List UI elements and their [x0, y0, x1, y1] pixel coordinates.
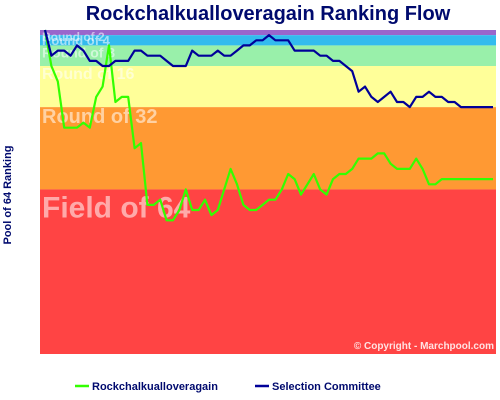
- legend-label-selection-committee: Selection Committee: [272, 381, 381, 393]
- legend: Rockchalkualloveragain Selection Committe…: [75, 381, 381, 393]
- band-round-of-2: [40, 30, 496, 36]
- band-round-of-32: [40, 107, 496, 190]
- y-axis-label: Pool of 64 Ranking: [2, 145, 14, 244]
- band-label-round-of-4: Round of 4: [42, 33, 111, 48]
- band-label-round-of-8: Round of 8: [42, 44, 115, 60]
- legend-label-rockchalkualloveragain: Rockchalkualloveragain: [92, 381, 218, 393]
- band-label-round-of-2: Round of 2: [42, 30, 105, 44]
- copyright-text: © Copyright - Marchpool.com: [354, 341, 494, 352]
- band-round-of-8: [40, 45, 496, 66]
- plot-bands: [40, 30, 496, 354]
- chart-title: Rockchalkualloveragain Ranking Flow: [86, 3, 451, 25]
- band-round-of-4: [40, 35, 496, 46]
- series-line-rockchalkualloveragain: [43, 29, 493, 222]
- band-label-round-of-32: Round of 32: [42, 106, 158, 128]
- series-lines: [43, 29, 493, 222]
- series-line-selection-committee: [43, 29, 493, 109]
- band-field-of-64: [40, 189, 496, 354]
